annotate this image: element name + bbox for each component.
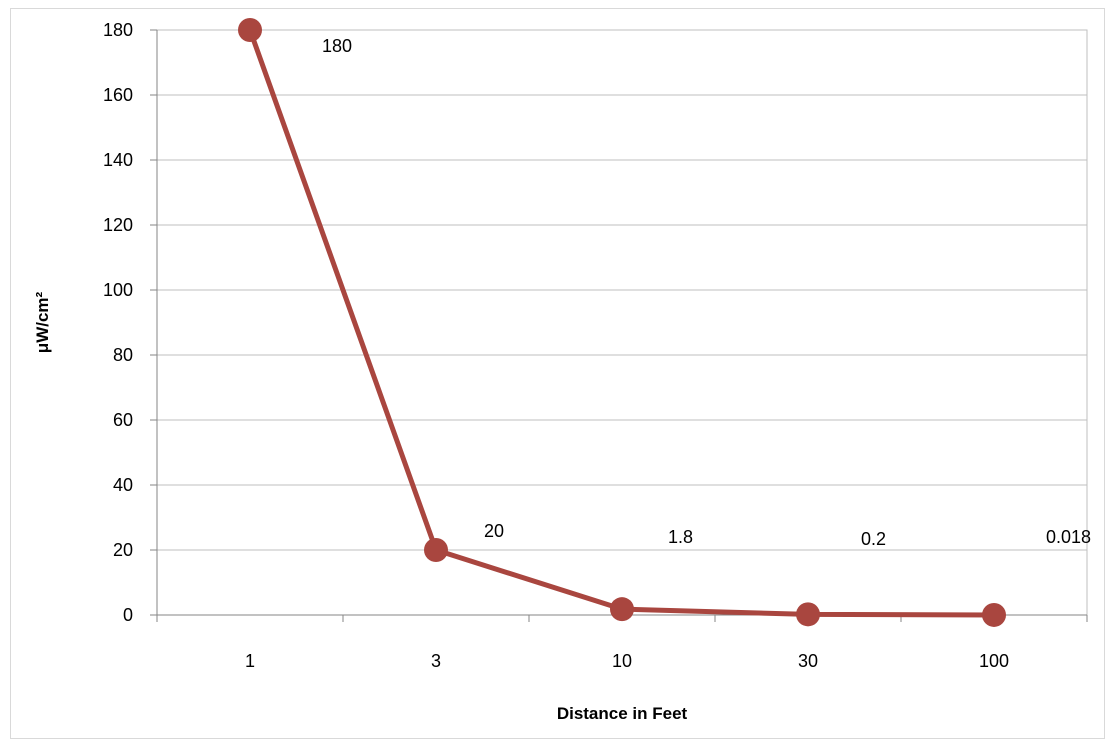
y-tick-label: 140 [103,150,133,170]
y-tick-label: 40 [113,475,133,495]
data-label: 0.2 [861,529,886,549]
y-tick-label: 120 [103,215,133,235]
y-tick-label: 20 [113,540,133,560]
y-tick-label: 160 [103,85,133,105]
y-tick-labels: 0 20 40 60 80 100 120 140 160 180 [103,20,133,625]
x-tick-label: 30 [798,651,818,671]
series-line [247,27,997,618]
data-point [238,18,262,42]
y-tick-label: 180 [103,20,133,40]
data-point [982,602,1006,627]
x-axis-title: Distance in Feet [557,704,688,723]
x-tick-label: 3 [431,651,441,671]
y-tick-label: 60 [113,410,133,430]
plot-area [156,29,1088,616]
series [238,18,1006,627]
data-label: 20 [484,521,504,541]
gridlines [157,29,1087,551]
x-tick-label: 100 [979,651,1009,671]
x-tick-labels: 1 3 10 30 100 [245,651,1009,671]
data-label: 1.8 [668,527,693,547]
y-tick-label: 100 [103,280,133,300]
data-label: 0.018 [1046,527,1091,547]
y-tick-label: 0 [123,605,133,625]
data-point [610,597,634,622]
x-tick-label: 1 [245,651,255,671]
y-tick-label: 80 [113,345,133,365]
data-label: 180 [322,36,352,56]
data-point [424,538,448,562]
y-axis-title: μW/cm² [33,291,52,353]
axes [150,29,1088,622]
data-labels: 180 20 1.8 0.2 0.018 [322,36,1091,549]
x-tick-label: 10 [612,651,632,671]
data-point [796,602,820,627]
